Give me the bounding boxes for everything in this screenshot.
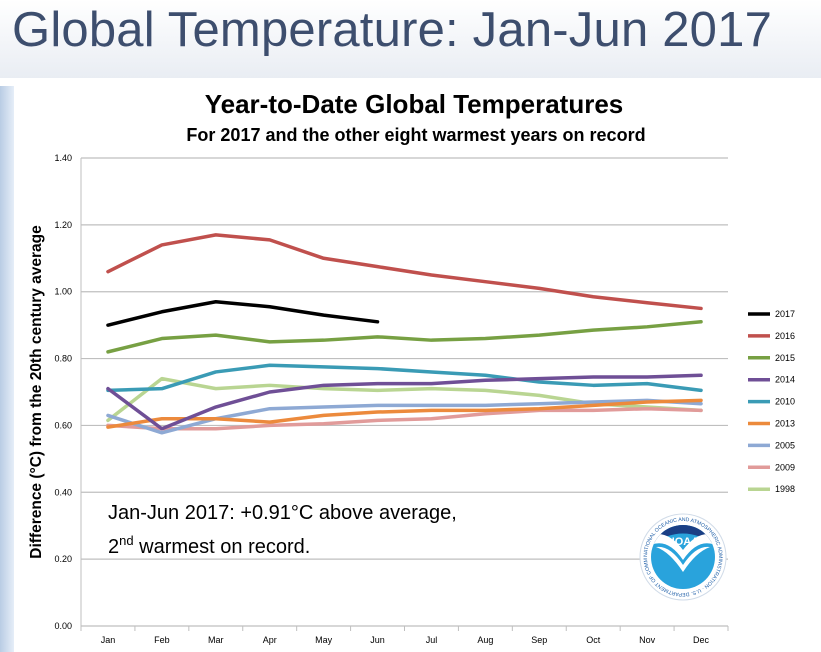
slide-header: Global Temperature: Jan-Jun 2017 bbox=[0, 0, 821, 78]
series-line-2015 bbox=[106, 320, 703, 354]
annotation-line-1: Jan-Jun 2017: +0.91°C above average, bbox=[108, 502, 457, 524]
y-axis-label: Difference (°C) from the 20th century av… bbox=[28, 225, 45, 559]
slide-title: Global Temperature: Jan-Jun 2017 bbox=[12, 3, 773, 57]
annotation-line-2: 2nd warmest on record. bbox=[108, 533, 310, 558]
x-tick-label: Aug bbox=[477, 635, 493, 645]
series-line-2016 bbox=[106, 233, 703, 311]
legend-label: 2005 bbox=[775, 440, 795, 450]
legend-label: 1998 bbox=[775, 484, 795, 494]
series-line-2013 bbox=[106, 398, 703, 429]
legend-label: 2015 bbox=[775, 353, 795, 363]
y-tick-label: 0.40 bbox=[54, 487, 72, 497]
x-tick-label: Sep bbox=[531, 635, 547, 645]
chart-subtitle: For 2017 and the other eight warmest yea… bbox=[186, 125, 645, 145]
series-line-2005 bbox=[106, 398, 703, 435]
legend-label: 2017 bbox=[775, 309, 795, 319]
series-line-2010 bbox=[106, 363, 703, 393]
y-tick-label: 1.20 bbox=[54, 220, 72, 230]
series-line-2017 bbox=[106, 299, 380, 327]
svg-text:NOAA: NOAA bbox=[667, 536, 699, 548]
y-tick-label: 0.80 bbox=[54, 354, 72, 364]
x-tick-label: Nov bbox=[639, 635, 656, 645]
series-line-2009 bbox=[106, 406, 703, 431]
x-tick-label: Jun bbox=[370, 635, 385, 645]
legend-label: 2010 bbox=[775, 397, 795, 407]
x-tick-label: Oct bbox=[586, 635, 601, 645]
legend-label: 2013 bbox=[775, 419, 795, 429]
x-tick-label: Mar bbox=[208, 635, 224, 645]
x-tick-label: May bbox=[315, 635, 333, 645]
x-tick-label: Feb bbox=[154, 635, 170, 645]
x-tick-label: Dec bbox=[693, 635, 710, 645]
y-tick-label: 1.40 bbox=[54, 153, 72, 163]
legend-label: 2014 bbox=[775, 375, 795, 385]
slide-side-strip bbox=[0, 86, 14, 652]
x-tick-label: Jan bbox=[101, 635, 116, 645]
y-tick-label: 0.00 bbox=[54, 621, 72, 631]
legend-label: 2009 bbox=[775, 462, 795, 472]
x-tick-label: Apr bbox=[263, 635, 277, 645]
chart-title: Year-to-Date Global Temperatures bbox=[205, 89, 624, 119]
y-tick-label: 1.00 bbox=[54, 287, 72, 297]
series-line-2014 bbox=[106, 373, 703, 431]
y-tick-label: 0.20 bbox=[54, 554, 72, 564]
y-tick-label: 0.60 bbox=[54, 420, 72, 430]
legend-label: 2016 bbox=[775, 331, 795, 341]
x-tick-label: Jul bbox=[426, 635, 438, 645]
